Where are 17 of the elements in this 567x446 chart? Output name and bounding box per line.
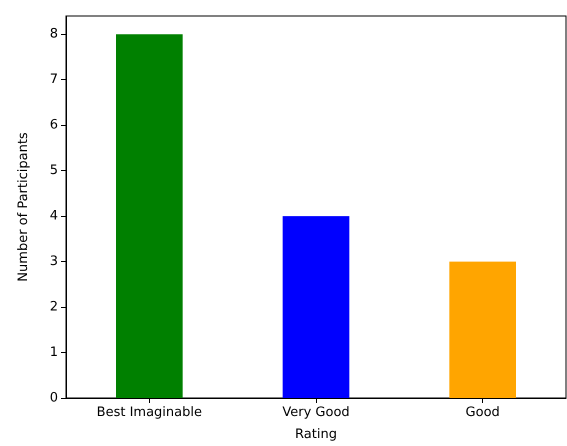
y-tick-label: 2 xyxy=(50,300,58,315)
y-axis-title: Number of Participants xyxy=(16,132,31,282)
y-tick-label: 6 xyxy=(50,118,58,133)
x-tick-label: Best Imaginable xyxy=(96,405,202,420)
x-tick-label: Good xyxy=(466,405,500,420)
bar xyxy=(449,262,516,398)
y-tick-label: 5 xyxy=(50,163,58,178)
y-tick-label: 0 xyxy=(50,390,58,406)
x-axis-title: Rating xyxy=(295,427,337,442)
y-tick-label: 3 xyxy=(50,254,58,270)
x-tick-label: Very Good xyxy=(282,405,350,420)
y-tick-label: 7 xyxy=(50,72,58,88)
bar xyxy=(116,34,183,398)
y-tick-label: 1 xyxy=(50,345,58,360)
bar xyxy=(282,216,350,398)
y-tick-label: 4 xyxy=(50,208,58,224)
y-tick-label: 8 xyxy=(50,26,58,42)
